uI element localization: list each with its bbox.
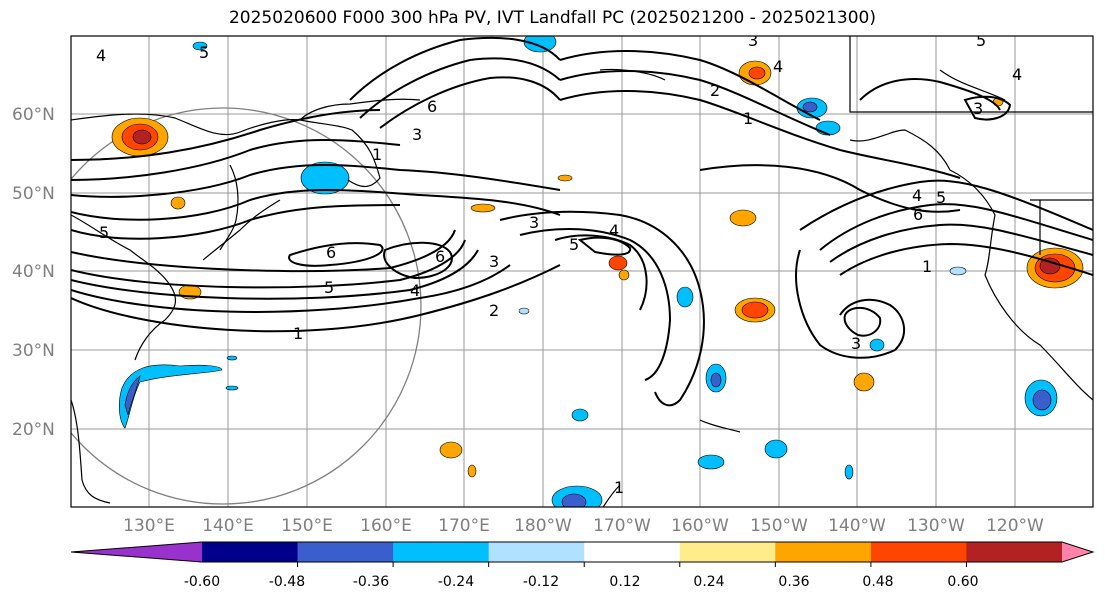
lon-label: 160°W: [671, 516, 729, 536]
lon-label: 160°E: [360, 516, 412, 536]
contour-label: 1: [743, 109, 753, 128]
lon-label: 140°W: [828, 516, 886, 536]
contour-label: 5: [199, 43, 209, 62]
latitude-labels: 60°N 50°N 40°N 30°N 20°N: [12, 105, 55, 440]
contour-label: 5: [324, 278, 334, 297]
colorbar-tick: 0.12: [609, 574, 640, 590]
lon-label: 150°W: [750, 516, 808, 536]
contour-label: 5: [569, 235, 579, 254]
map-title: 2025020600 F000 300 hPa PV, IVT Landfall…: [228, 8, 876, 28]
colorbar-tick: 0.36: [778, 574, 809, 590]
colorbar-tick: 0.60: [947, 574, 978, 590]
contour-label: 1: [614, 478, 624, 497]
colorbar-tick: -0.36: [353, 574, 389, 590]
pv-contours: [71, 36, 1093, 407]
colorbar-tick: 0.24: [693, 574, 724, 590]
contour-label: 5: [99, 223, 109, 242]
colorbar-segment: [202, 542, 299, 562]
colorbar: [70, 541, 1095, 567]
lat-label: 30°N: [12, 341, 55, 361]
lon-label: 140°E: [202, 516, 254, 536]
region-circle: [71, 107, 422, 505]
coastlines: [71, 36, 1093, 507]
longitude-labels: 130°E 140°E 150°E 160°E 170°E 180°W 170°…: [123, 516, 1044, 536]
contour-label: 5: [936, 188, 946, 207]
contour-label: 4: [773, 57, 783, 76]
contour-label: 6: [427, 97, 437, 116]
contour-label: 2: [489, 301, 499, 320]
contour-label: 5: [976, 31, 986, 50]
lat-label: 50°N: [12, 184, 55, 204]
colorbar-extend-low: [71, 542, 202, 562]
lon-label: 170°W: [593, 516, 651, 536]
contour-label: 4: [609, 221, 619, 240]
colorbar-segment: [775, 542, 872, 562]
colorbar-tick: -0.12: [523, 574, 559, 590]
colorbar-tick-labels: -0.60 -0.48 -0.36 -0.24 -0.12 0.12 0.24 …: [184, 574, 979, 590]
contour-label: 4: [1012, 65, 1022, 84]
colorbar-segment: [870, 542, 967, 562]
colorbar-extend-high: [1062, 542, 1093, 562]
contour-label: 3: [748, 31, 758, 50]
colorbar-segment: [679, 542, 776, 562]
contour-label: 4: [912, 186, 922, 205]
contour-label: 6: [435, 247, 445, 266]
contour-label: 2: [710, 81, 720, 100]
contour-label: 3: [529, 213, 539, 232]
colorbar-outline: [70, 541, 1095, 563]
contour-label: 4: [96, 46, 106, 65]
lat-label: 40°N: [12, 262, 55, 282]
colorbar-tick: -0.48: [269, 574, 305, 590]
colorbar-segment: [966, 542, 1063, 562]
colorbar-segment: [584, 542, 681, 562]
contour-label: 6: [326, 243, 336, 262]
lat-label: 60°N: [12, 105, 55, 125]
plot-frame: [70, 35, 1094, 508]
colorbar-tick: -0.24: [438, 574, 474, 590]
colorbar-segment: [297, 542, 394, 562]
colorbar-tick: 0.48: [862, 574, 893, 590]
contour-label: 3: [412, 125, 422, 144]
lon-label: 170°E: [438, 516, 490, 536]
colorbar-segment: [488, 542, 585, 562]
lon-label: 130°W: [907, 516, 965, 536]
lon-label: 130°E: [123, 516, 175, 536]
contour-label: 1: [372, 145, 382, 164]
contour-labels: 4 5 1 6 3 5 6 6 5 4 1 2 3 3 5 4 3 4 2 1 …: [96, 31, 1022, 497]
contour-label: 4: [410, 281, 420, 300]
contour-label: 1: [922, 257, 932, 276]
contour-label: 6: [913, 205, 923, 224]
colorbar-segment: [393, 542, 490, 562]
lon-label: 150°E: [281, 516, 333, 536]
contour-label: 3: [489, 252, 499, 271]
contour-label: 3: [973, 99, 983, 118]
lat-label: 20°N: [12, 420, 55, 440]
lon-label: 180°W: [514, 516, 572, 536]
lon-label: 120°W: [986, 516, 1044, 536]
colorbar-tick: -0.60: [184, 574, 220, 590]
contour-label: 1: [293, 324, 303, 343]
contour-label: 3: [851, 334, 861, 353]
